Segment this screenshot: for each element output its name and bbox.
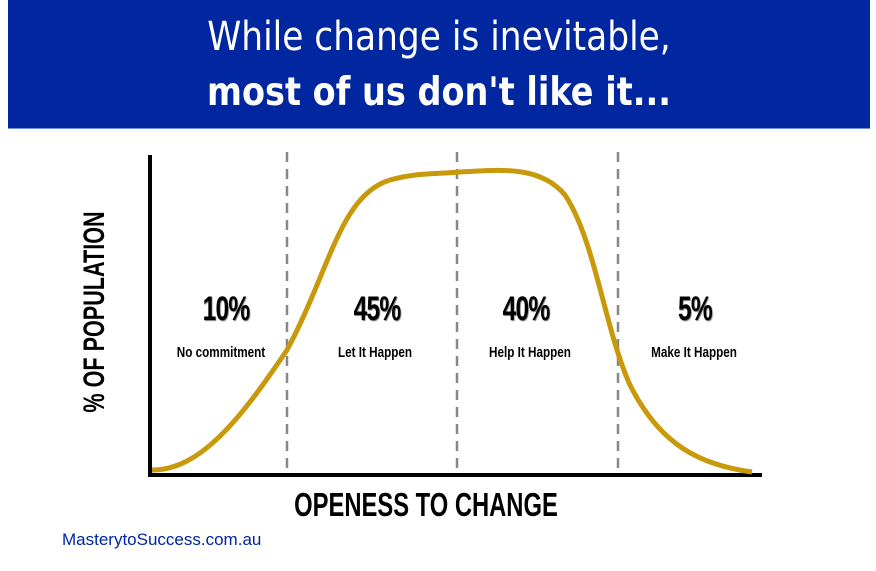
title-line-2: most of us don't like it... xyxy=(207,70,671,115)
brand-link: MasterytoSuccess.com.au xyxy=(62,530,262,549)
segment-label: Help It Happen xyxy=(489,344,571,361)
segment-label: Make It Happen xyxy=(651,344,737,361)
x-axis-label: OPENESS TO CHANGE xyxy=(294,486,558,523)
segment-label: No commitment xyxy=(176,344,266,361)
adoption-curve xyxy=(151,167,753,475)
segment-percent: 45% xyxy=(353,290,402,328)
segment-label: Let It Happen xyxy=(337,344,413,361)
title-banner: While change is inevitable, most of us d… xyxy=(8,0,870,129)
segment-percent: 10% xyxy=(202,290,251,328)
y-axis-label: % OF POPULATION xyxy=(78,211,111,413)
segment-percent: 5% xyxy=(678,290,713,328)
title-line-1: While change is inevitable, xyxy=(207,14,671,60)
segment-percent: 40% xyxy=(502,290,551,328)
